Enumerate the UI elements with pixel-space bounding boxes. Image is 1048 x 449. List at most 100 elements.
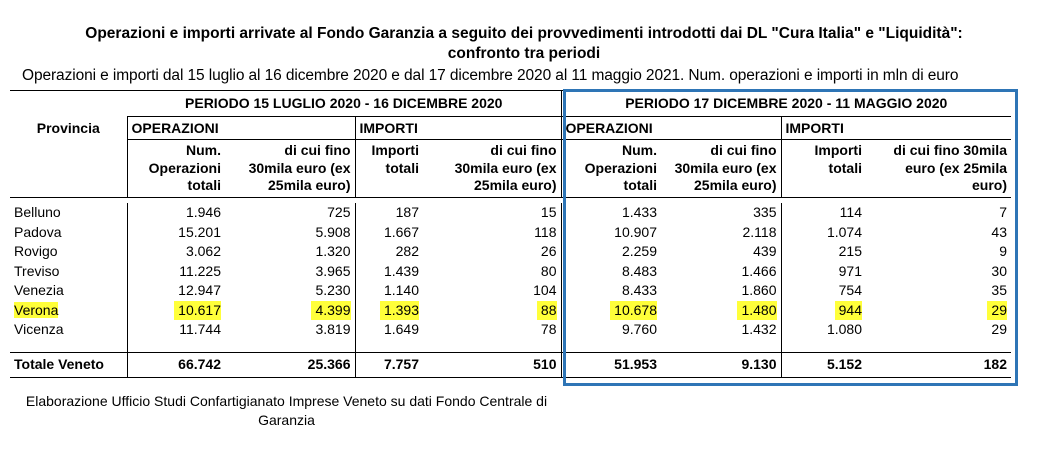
- cell: 104: [533, 282, 557, 299]
- cell: 335: [753, 204, 777, 221]
- table-row: Rovigo 3.062 1.320 282 26 2.259 439 215 …: [10, 242, 1011, 262]
- table-row: Vicenza 11.744 3.819 1.649 78 9.760 1.43…: [10, 320, 1011, 340]
- cell: 282: [354, 242, 423, 262]
- total-cell: 51.953: [560, 351, 661, 378]
- cell: 5.908: [315, 223, 351, 240]
- cell: 1.466: [741, 262, 777, 279]
- p1-importi-header: IMPORTI: [354, 116, 561, 140]
- table-title-line2: confronto tra periodi: [447, 45, 601, 62]
- cell: 26: [540, 243, 557, 260]
- cell: 3.062: [126, 242, 225, 262]
- total-cell: 182: [866, 351, 1011, 378]
- cell: 725: [327, 204, 351, 221]
- p2-num-operazioni-header: Num. Operazioni totali: [560, 139, 661, 198]
- p1-operazioni-header: OPERAZIONI: [126, 116, 355, 140]
- cell: 439: [753, 243, 777, 260]
- source-note: Elaborazione Ufficio Studi Confartigiana…: [25, 393, 548, 428]
- period-header-row: PERIODO 15 LUGLIO 2020 - 16 DICEMBRE 202…: [10, 90, 1011, 117]
- cell: 88: [423, 300, 561, 321]
- cell: 1.080: [780, 320, 866, 340]
- total-cell: 9.130: [661, 351, 781, 378]
- cell: 30: [991, 262, 1007, 279]
- provincia-header: Provincia: [36, 119, 100, 136]
- cell: 4.399: [225, 300, 355, 321]
- p1-importi-totali-header: Importi totali: [354, 139, 423, 198]
- cell: 1.860: [741, 282, 777, 299]
- province-name: Padova: [14, 223, 62, 240]
- total-cell: 7.757: [354, 351, 423, 378]
- table-row-highlighted: Verona 10.617 4.399 1.393 88 10.678 1.48…: [10, 300, 1011, 321]
- cell: 15.201: [126, 222, 225, 242]
- cell: 11.744: [126, 320, 225, 340]
- cell: 1.140: [354, 281, 423, 301]
- table-title-line1: Operazioni e importi arrivate al Fondo G…: [85, 25, 963, 42]
- cell: 9: [999, 243, 1007, 260]
- table-subtitle: Operazioni e importi dal 15 luglio al 16…: [22, 67, 959, 84]
- cell: 114: [780, 203, 866, 223]
- cell: 754: [780, 281, 866, 301]
- cell: 3.819: [315, 321, 351, 338]
- cell: 187: [354, 203, 423, 223]
- cell: 10.678: [560, 300, 661, 320]
- cell: 80: [540, 262, 557, 279]
- cell: 5.230: [315, 282, 351, 299]
- total-row: Totale Veneto 66.742 25.366 7.757 510 51…: [10, 351, 1011, 378]
- cell: 215: [780, 242, 866, 262]
- period-1-label: PERIODO 15 LUGLIO 2020 - 16 DICEMBRE 202…: [127, 90, 561, 117]
- cell: 9.760: [560, 320, 661, 340]
- cell: 8.433: [560, 281, 661, 301]
- cell: 11.225: [126, 261, 225, 281]
- p2-operazioni-header: OPERAZIONI: [560, 116, 781, 140]
- cell: 10.907: [560, 222, 661, 242]
- p2-operazioni-30mila-header: di cui fino 30mila euro (ex 25mila euro): [661, 139, 781, 198]
- cell: 1.439: [354, 261, 423, 281]
- table-row: Belluno 1.946 725 187 15 1.433 335 114 7: [10, 203, 1011, 223]
- p1-operazioni-30mila-header: di cui fino 30mila euro (ex 25mila euro): [225, 139, 355, 198]
- table-row: Treviso 11.225 3.965 1.439 80 8.483 1.46…: [10, 261, 1011, 281]
- cell: 7: [999, 204, 1007, 221]
- cell: 3.965: [315, 262, 351, 279]
- cell: 2.118: [742, 223, 777, 240]
- province-name: Venezia: [14, 282, 64, 299]
- cell: 29: [991, 321, 1007, 338]
- cell: 10.617: [126, 300, 225, 320]
- total-cell: 66.742: [126, 351, 225, 378]
- cell: 8.483: [560, 261, 661, 281]
- cell: 43: [991, 223, 1007, 240]
- guarantee-fund-table: PERIODO 15 LUGLIO 2020 - 16 DICEMBRE 202…: [10, 90, 1011, 378]
- p2-importi-totali-header: Importi totali: [780, 139, 866, 198]
- cell: 2.259: [560, 242, 661, 262]
- p1-importi-30mila-header: di cui fino 30mila euro (ex 25mila euro): [423, 139, 561, 198]
- table-row: Padova 15.201 5.908 1.667 118 10.907 2.1…: [10, 222, 1011, 242]
- p1-num-operazioni-header: Num. Operazioni totali: [126, 139, 225, 198]
- province-name: Vicenza: [14, 321, 64, 338]
- cell: 15: [540, 204, 557, 221]
- p2-importi-header: IMPORTI: [780, 116, 1011, 140]
- group-header-row: Provincia OPERAZIONI IMPORTI OPERAZIONI …: [10, 116, 1011, 140]
- period-2-label: PERIODO 17 DICEMBRE 2020 - 11 MAGGIO 202…: [560, 90, 1011, 117]
- cell: 1.074: [780, 222, 866, 242]
- cell: 1.320: [315, 243, 351, 260]
- total-cell: 5.152: [780, 351, 866, 378]
- cell: 29: [866, 300, 1011, 321]
- total-cell: 25.366: [225, 351, 355, 378]
- province-name: Treviso: [14, 262, 60, 279]
- province-name: Rovigo: [14, 243, 58, 260]
- cell: 1.480: [661, 300, 781, 321]
- cell: 1.432: [741, 321, 777, 338]
- cell: 1.649: [354, 320, 423, 340]
- cell: 944: [780, 300, 866, 320]
- province-name: Belluno: [14, 204, 61, 221]
- column-description-row: Num. Operazioni totali di cui fino 30mil…: [10, 139, 1011, 198]
- cell: 118: [534, 223, 557, 240]
- total-label: Totale Veneto: [10, 351, 127, 378]
- cell: 12.947: [126, 281, 225, 301]
- cell: 971: [780, 261, 866, 281]
- province-name: Verona: [14, 301, 59, 318]
- cell: 35: [991, 282, 1007, 299]
- cell: 1.393: [354, 300, 423, 320]
- cell: 78: [540, 321, 557, 338]
- total-cell: 510: [423, 351, 561, 378]
- cell: 1.433: [560, 203, 661, 223]
- cell: 1.667: [354, 222, 423, 242]
